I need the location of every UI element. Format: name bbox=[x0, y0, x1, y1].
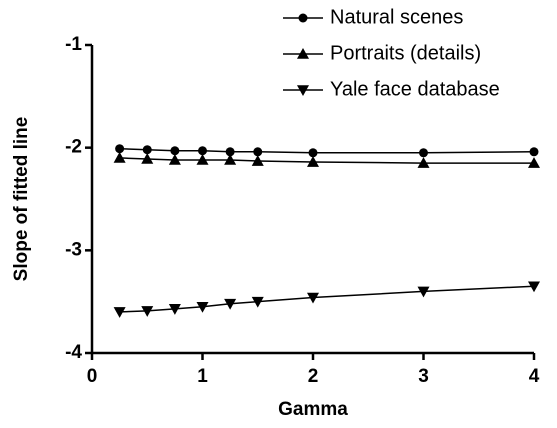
y-tick-label: -1 bbox=[65, 34, 82, 55]
x-tick-label: 2 bbox=[308, 366, 319, 387]
marker bbox=[196, 153, 209, 165]
marker bbox=[141, 306, 154, 317]
marker bbox=[168, 153, 181, 165]
series-line bbox=[119, 147, 535, 154]
marker bbox=[529, 147, 539, 157]
marker bbox=[113, 151, 126, 163]
series-line bbox=[119, 157, 534, 164]
marker bbox=[168, 304, 181, 315]
marker bbox=[307, 292, 319, 304]
marker bbox=[251, 155, 264, 166]
marker bbox=[198, 146, 207, 156]
marker bbox=[253, 147, 263, 157]
marker bbox=[225, 147, 235, 157]
y-tick-label: -2 bbox=[65, 137, 82, 158]
marker bbox=[417, 157, 430, 168]
marker bbox=[141, 152, 154, 164]
legend-label: Yale face database bbox=[330, 78, 500, 100]
x-axis-label: Gamma bbox=[278, 399, 348, 420]
marker bbox=[196, 302, 209, 313]
y-tick-label: -4 bbox=[65, 342, 82, 363]
marker bbox=[298, 13, 308, 23]
legend-label: Portraits (details) bbox=[330, 42, 481, 64]
marker bbox=[113, 307, 126, 318]
x-tick-label: 4 bbox=[529, 366, 540, 387]
series-line bbox=[119, 285, 535, 313]
marker bbox=[297, 48, 309, 59]
x-tick-label: 1 bbox=[197, 366, 208, 387]
marker bbox=[417, 286, 430, 298]
marker bbox=[419, 148, 428, 158]
marker bbox=[170, 146, 180, 156]
marker bbox=[224, 298, 237, 310]
y-tick-label: -3 bbox=[65, 239, 82, 260]
marker bbox=[224, 153, 237, 165]
x-tick-label: 0 bbox=[87, 366, 98, 387]
marker bbox=[528, 281, 540, 293]
marker bbox=[251, 296, 264, 308]
marker bbox=[297, 85, 309, 96]
marker bbox=[307, 156, 319, 167]
x-tick-label: 3 bbox=[418, 366, 429, 387]
marker bbox=[115, 144, 125, 154]
marker bbox=[528, 157, 540, 168]
marker bbox=[308, 148, 318, 158]
y-axis-label: Slope of fitted line bbox=[11, 117, 32, 282]
marker bbox=[142, 145, 152, 155]
legend-label: Natural scenes bbox=[330, 6, 463, 28]
